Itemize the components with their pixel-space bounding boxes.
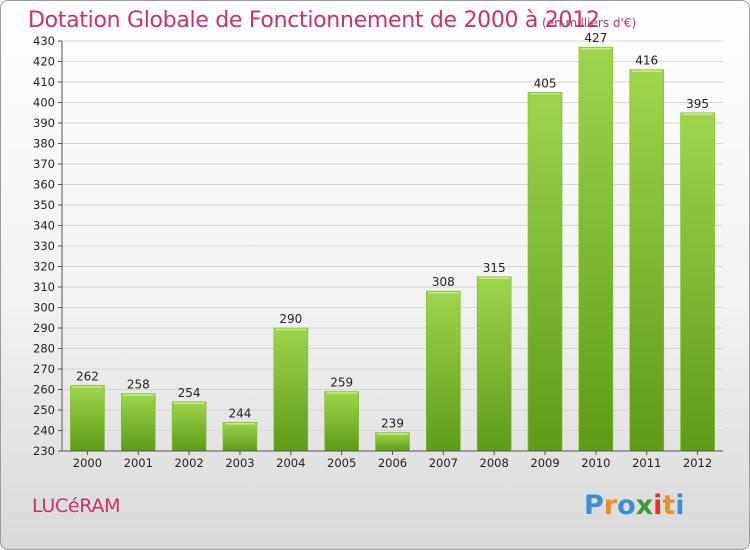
y-tick-label: 260: [33, 383, 55, 397]
chart-subtitle: (en milliers d'€): [542, 16, 637, 30]
logo-letter: o: [617, 490, 636, 521]
x-tick-label: 2005: [327, 456, 356, 470]
x-tick-label: 2006: [378, 456, 407, 470]
bars-layer: [70, 46, 715, 452]
value-label: 239: [381, 417, 404, 431]
y-tick-label: 280: [33, 342, 55, 356]
bar-2006: [375, 432, 410, 452]
x-tick-label: 2009: [530, 456, 559, 470]
x-tick-label: 2002: [174, 456, 203, 470]
y-tick-label: 410: [33, 75, 55, 89]
axis-layer: [58, 40, 723, 455]
x-tick-label: 2001: [124, 456, 153, 470]
x-tick-label: 2000: [73, 456, 102, 470]
logo-letter: P: [584, 490, 604, 521]
x-tick-label: 2010: [581, 456, 610, 470]
y-tick-label: 230: [33, 444, 55, 458]
logo-letter: i: [653, 490, 663, 521]
logo-letter: r: [603, 490, 618, 521]
y-tick-label: 300: [33, 301, 55, 315]
x-tick-label: 2011: [632, 456, 661, 470]
x-tick-label: 2008: [480, 456, 509, 470]
bar-2000: [70, 385, 105, 452]
bar-2002: [171, 401, 207, 452]
bar-2008: [476, 276, 512, 452]
value-label: 405: [534, 76, 557, 90]
value-label: 427: [584, 31, 607, 45]
grid-layer: [62, 40, 723, 452]
y-tick-label: 370: [33, 157, 55, 171]
chart-title: Dotation Globale de Fonctionnement de 20…: [28, 8, 600, 33]
bar-2011: [629, 69, 665, 452]
value-label: 416: [635, 54, 658, 68]
labels-layer: 230 240 250 260 270 280 290 300 310 320 330 340 350 3…: [33, 31, 712, 470]
value-label: 395: [686, 97, 709, 111]
bar-2005: [324, 391, 359, 452]
value-label: 259: [330, 376, 353, 390]
value-label: 308: [432, 275, 455, 289]
y-tick-label: 350: [33, 198, 55, 212]
y-tick-label: 390: [33, 116, 55, 130]
y-tick-label: 250: [33, 403, 55, 417]
bar-2010: [578, 46, 614, 452]
value-label: 258: [127, 378, 150, 392]
x-tick-label: 2003: [225, 456, 254, 470]
bar-2009: [527, 91, 563, 452]
logo-letter: i: [675, 490, 685, 521]
y-tick-label: 290: [33, 321, 55, 335]
x-tick-label: 2012: [683, 456, 712, 470]
value-label: 290: [279, 312, 302, 326]
x-tick-label: 2007: [429, 456, 458, 470]
y-tick-label: 240: [33, 424, 55, 438]
y-tick-label: 270: [33, 362, 55, 376]
y-tick-label: 400: [33, 96, 55, 110]
y-tick-label: 320: [33, 260, 55, 274]
x-tick-label: 2004: [276, 456, 305, 470]
commune-name: LUCéRAM: [32, 495, 121, 517]
value-label: 254: [178, 386, 201, 400]
bar-2007: [426, 290, 461, 452]
value-label: 244: [229, 406, 252, 420]
y-tick-label: 360: [33, 178, 55, 192]
proxiti-logo[interactable]: Proxiti: [584, 490, 685, 521]
y-tick-label: 380: [33, 137, 55, 151]
bar-2001: [120, 393, 156, 452]
bar-2003: [222, 421, 258, 452]
value-label: 315: [483, 261, 506, 275]
value-label: 262: [76, 369, 99, 383]
y-tick-label: 310: [33, 280, 55, 294]
logo-letter: t: [662, 490, 676, 521]
logo-letter: x: [635, 490, 654, 521]
bar-2012: [680, 112, 715, 452]
y-tick-label: 340: [33, 219, 55, 233]
y-tick-label: 330: [33, 239, 55, 253]
y-tick-label: 430: [33, 34, 55, 48]
bar-2004: [273, 327, 309, 452]
y-tick-label: 420: [33, 55, 55, 69]
